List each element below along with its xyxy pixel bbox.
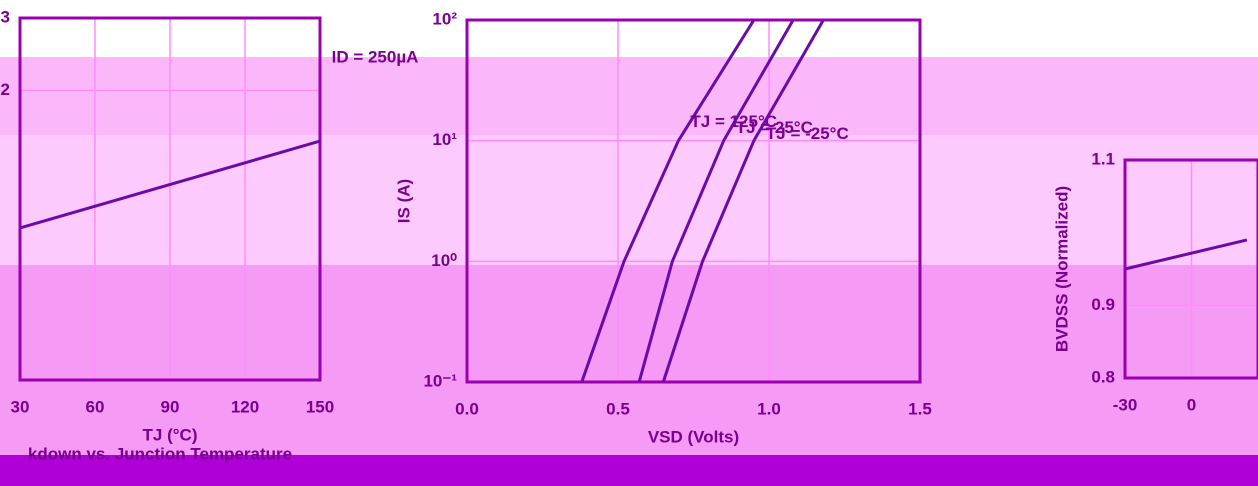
band <box>0 57 1258 135</box>
y-axis-label: IS (A) <box>394 179 413 223</box>
y-tick-label: 10⁻¹ <box>423 371 457 390</box>
band <box>0 0 1258 57</box>
x-tick-label: 60 <box>86 397 105 416</box>
y-tick-label: 1.3 <box>0 7 10 26</box>
x-tick-label: 0.5 <box>606 399 630 418</box>
y-tick-label: 1.1 <box>1091 149 1115 168</box>
y-tick-label: 10⁰ <box>431 251 457 270</box>
x-tick-label: 120 <box>231 397 259 416</box>
y-tick-label: 1.2 <box>0 80 10 99</box>
x-tick-label: -30 <box>1113 395 1138 414</box>
y-tick-label: 10² <box>432 9 457 28</box>
annotation: ID = 250µA <box>332 47 419 66</box>
caption: kdown vs. Junction Temperature <box>28 444 292 463</box>
x-axis-label: VSD (Volts) <box>648 427 739 446</box>
x-tick-label: 0.0 <box>455 399 479 418</box>
y-tick-label: 0.8 <box>1091 367 1115 386</box>
x-tick-label: 90 <box>161 397 180 416</box>
x-tick-label: 1.5 <box>908 399 932 418</box>
x-tick-label: 150 <box>306 397 334 416</box>
series-label: TJ = -25°C <box>766 124 849 143</box>
y-tick-label: 10¹ <box>432 130 457 149</box>
y-axis-label: BVDSS (Normalized) <box>1052 186 1071 352</box>
page: 30 60 90 120 150 1.2 1.3 TJ (°C) ID = 250µA kdown… <box>0 0 1258 486</box>
x-tick-label: 0 <box>1187 395 1196 414</box>
y-tick-label: 0.9 <box>1091 295 1115 314</box>
x-tick-label: 30 <box>11 397 30 416</box>
x-tick-label: 1.0 <box>757 399 781 418</box>
x-axis-label: TJ (°C) <box>143 425 198 444</box>
